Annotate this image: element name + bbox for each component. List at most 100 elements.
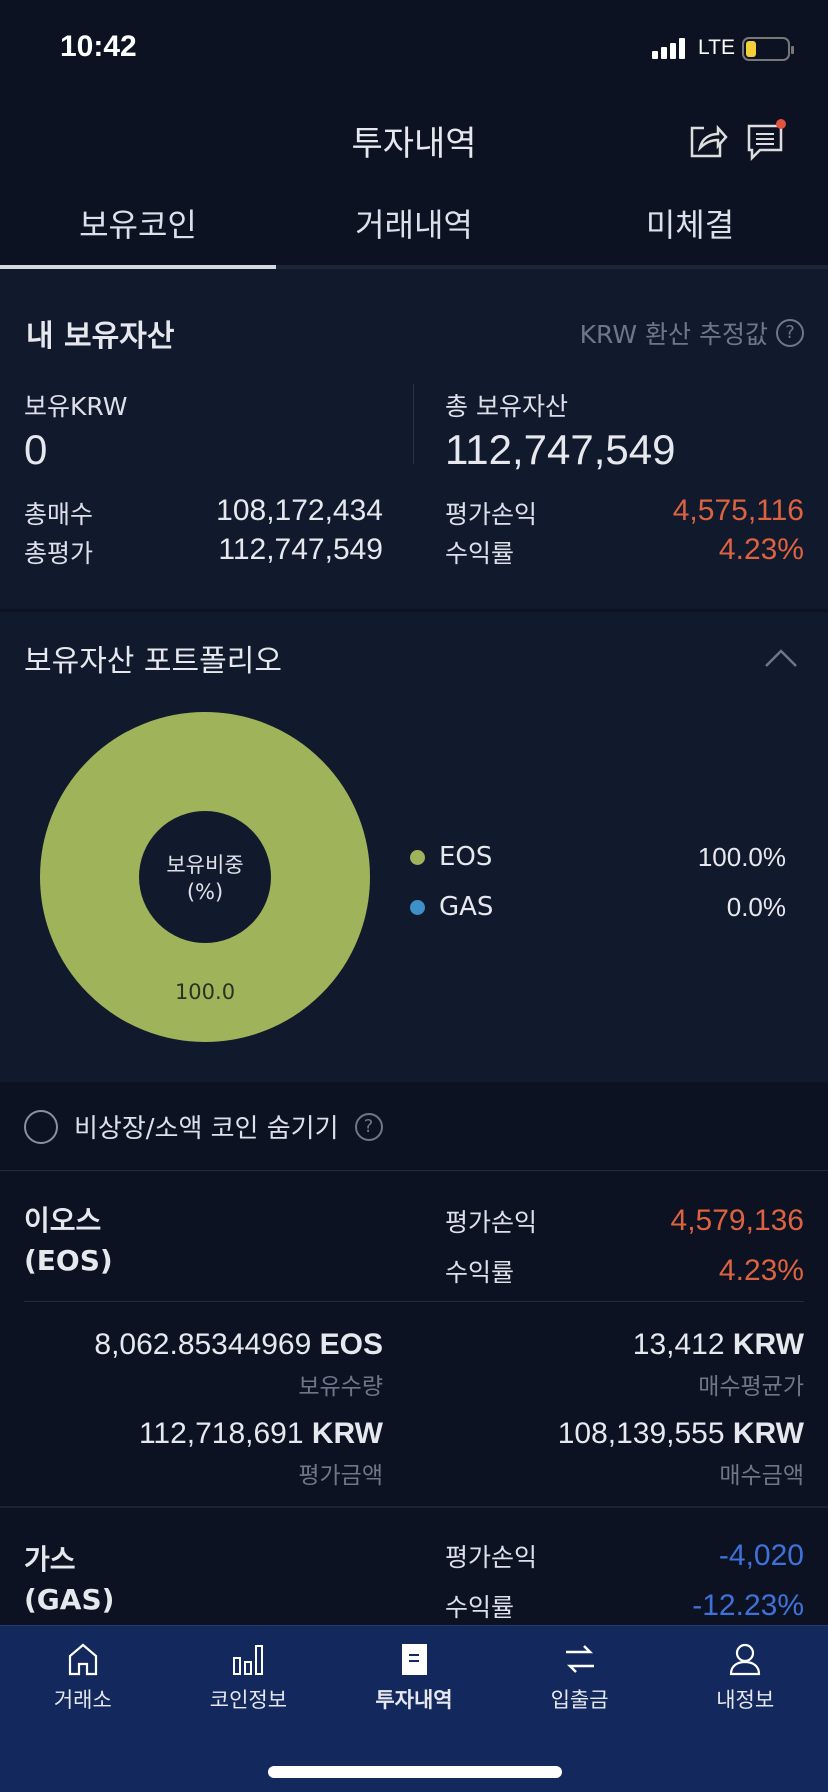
nav-transfer[interactable]: 입출금 [497, 1626, 663, 1792]
eval-number: 112,718,691 [138, 1417, 304, 1450]
rate-label: 수익률 [445, 1258, 515, 1287]
qty-value: 8,062.85344969 EOS [94, 1328, 383, 1362]
coin-card-eos[interactable]: 이오스 (EOS) 평가손익 4,579,136 수익률 4.23% 8,062.… [0, 1171, 828, 1506]
nav-investments[interactable]: 투자내역 [331, 1626, 497, 1792]
legend-item: GAS 0.0% [410, 882, 786, 932]
avg-unit: KRW [732, 1328, 804, 1361]
pl-value: -4,020 [718, 1539, 804, 1572]
chevron-up-icon[interactable] [764, 648, 798, 668]
coin-name: 가스 (GAS) [24, 1540, 114, 1620]
nav-exchange[interactable]: 거래소 [0, 1626, 166, 1792]
coin-name: 이오스 (EOS) [24, 1201, 113, 1281]
status-time: 10:42 [60, 30, 137, 63]
rate-label: 수익률 [445, 1593, 515, 1622]
divider [0, 1506, 828, 1508]
document-icon [401, 1644, 427, 1675]
coin-name-ko: 가스 [24, 1543, 76, 1576]
avg-value: 13,412 KRW [633, 1328, 804, 1362]
page-title: 투자내역 [351, 124, 477, 164]
summary-title: 내 보유자산 [26, 319, 175, 354]
coin-card-gas[interactable]: 가스 (GAS) 평가손익 -4,020 수익률 -12.23% [0, 1508, 828, 1625]
help-icon[interactable]: ? [776, 319, 804, 347]
tab-holdings[interactable]: 보유코인 [79, 206, 197, 244]
rate-value: 4.23% [718, 533, 804, 566]
legend-name: GAS [439, 892, 494, 922]
home-indicator[interactable] [268, 1766, 562, 1778]
legend-dot-icon [410, 899, 425, 915]
nav-label: 거래소 [53, 1688, 112, 1712]
avg-number: 13,412 [632, 1328, 725, 1361]
nav-my-info[interactable]: 내정보 [662, 1626, 828, 1792]
battery-icon [742, 37, 794, 61]
portfolio-donut [40, 712, 370, 1042]
rate-value: -12.23% [692, 1589, 804, 1622]
share-icon[interactable] [688, 120, 728, 160]
help-icon[interactable]: ? [354, 1112, 383, 1141]
buy-unit: KRW [732, 1417, 804, 1450]
nav-label: 코인정보 [209, 1688, 288, 1712]
tab-history[interactable]: 거래내역 [355, 206, 473, 244]
eval-value: 112,718,691 KRW [139, 1417, 383, 1451]
total-value: 112,747,549 [445, 426, 676, 473]
filter-label: 비상장/소액 코인 숨기기 [74, 1114, 339, 1144]
coin-ticker: (EOS) [24, 1244, 113, 1277]
center-label-2: (%) [186, 880, 224, 904]
chat-icon[interactable] [746, 118, 788, 162]
hide-small-coins-toggle[interactable]: 비상장/소액 코인 숨기기 ? [24, 1108, 383, 1145]
signal-icon [652, 38, 685, 59]
user-icon [730, 1643, 761, 1676]
avg-label: 매수평균가 [698, 1374, 804, 1400]
bottom-nav: 거래소 코인정보 투자내역 입출금 내정보 [0, 1625, 828, 1792]
pl-label: 평가손익 [445, 1543, 538, 1572]
total-label: 총 보유자산 [445, 392, 568, 421]
legend-name: EOS [439, 842, 493, 872]
home-icon [68, 1643, 97, 1676]
krw-note-label: KRW 환산 추정값 [579, 320, 768, 349]
qty-number: 8,062.85344969 [94, 1328, 312, 1361]
legend-value: 0.0% [726, 891, 786, 922]
krw-note[interactable]: KRW 환산 추정값? [580, 315, 804, 351]
nav-label: 투자내역 [375, 1688, 453, 1712]
transfer-icon [565, 1645, 594, 1673]
portfolio-title: 보유자산 포트폴리오 [24, 644, 282, 679]
coin-name-ko: 이오스 [24, 1204, 102, 1237]
eval-label: 총평가 [24, 539, 94, 568]
buy-value: 108,139,555 KRW [558, 1417, 804, 1451]
legend-dot-icon [410, 849, 425, 865]
eval-value: 112,747,549 [218, 533, 383, 566]
buy-value: 108,172,434 [216, 494, 383, 527]
krw-label: 보유KRW [24, 392, 128, 421]
chart-icon [233, 1645, 264, 1675]
legend-item: EOS 100.0% [410, 832, 786, 882]
divider [413, 384, 414, 464]
nav-label: 내정보 [716, 1688, 775, 1712]
donut-center-label: 보유비중 (%) [130, 852, 280, 906]
legend: EOS 100.0% GAS 0.0% [410, 832, 786, 932]
tab-pending[interactable]: 미체결 [645, 206, 735, 244]
eval-unit: KRW [311, 1417, 383, 1450]
buy-number: 108,139,555 [557, 1417, 725, 1450]
krw-value: 0 [24, 426, 48, 473]
rate-label: 수익률 [445, 539, 515, 568]
buy-label: 매수금액 [719, 1463, 804, 1489]
tab-bar: 보유코인 거래내역 미체결 [0, 195, 828, 267]
tab-indicator [0, 265, 828, 269]
legend-value: 100.0% [697, 841, 786, 872]
divider [0, 1170, 828, 1171]
pie-slice-eos [40, 712, 370, 1042]
eval-label: 평가금액 [298, 1463, 383, 1489]
checkbox-circle[interactable] [24, 1109, 58, 1144]
nav-coin-info[interactable]: 코인정보 [166, 1626, 332, 1792]
coin-ticker: (GAS) [24, 1583, 115, 1616]
portfolio-section: 보유자산 포트폴리오 보유비중 (%) 100.0 EOS 100.0% GAS 0.… [0, 612, 828, 1082]
qty-label: 보유수량 [298, 1374, 383, 1400]
slice-label: 100.0 [174, 980, 236, 1004]
pl-label: 평가손익 [445, 1208, 538, 1237]
pl-value: 4,575,116 [672, 494, 804, 527]
buy-label: 총매수 [24, 500, 94, 529]
divider [24, 1301, 804, 1302]
pl-label: 평가손익 [445, 500, 538, 529]
network-label: LTE [698, 36, 735, 59]
rate-value: 4.23% [718, 1254, 804, 1287]
summary-section: 내 보유자산 KRW 환산 추정값? 보유KRW 0 총 보유자산 112,74… [0, 269, 828, 609]
